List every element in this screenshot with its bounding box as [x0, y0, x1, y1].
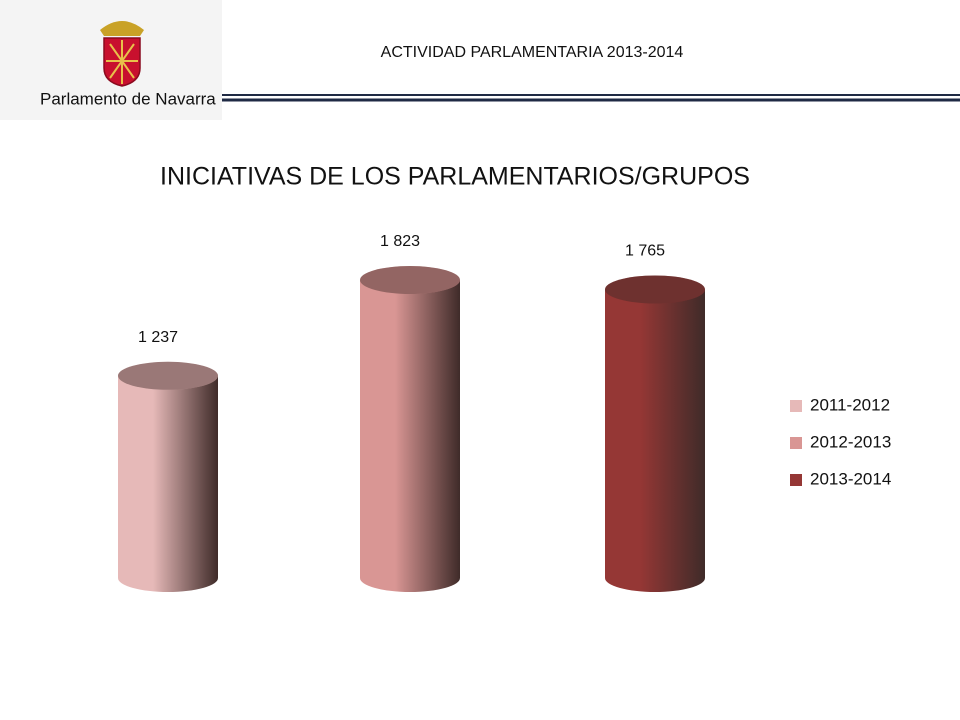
- legend-label: 2013-2014: [810, 469, 891, 488]
- slide-header: ACTIVIDAD PARLAMENTARIA 2013-2014: [381, 44, 684, 61]
- legend-label: 2011-2012: [810, 395, 890, 414]
- cylinder: [605, 275, 705, 592]
- cylinder-body: [360, 280, 460, 578]
- cylinder: [360, 266, 460, 592]
- cylinder-body: [118, 375, 218, 578]
- cylinder: [118, 361, 218, 592]
- legend-swatch: [790, 474, 802, 486]
- value-label: 1 823: [380, 233, 420, 250]
- value-label: 1 237: [138, 329, 178, 346]
- cylinder-top: [605, 275, 705, 304]
- cylinder-top-shade: [605, 275, 705, 304]
- legend-label: 2012-2013: [810, 432, 891, 451]
- value-label: 1 765: [625, 243, 665, 260]
- cylinder-top: [360, 266, 460, 294]
- legend-swatch: [790, 400, 802, 412]
- cylinder-top-shade: [360, 266, 460, 294]
- crown: [100, 21, 144, 36]
- chains: [106, 40, 138, 84]
- logo: Parlamento de Navarra: [0, 0, 222, 120]
- chart-title: INICIATIVAS DE LOS PARLAMENTARIOS/GRUPOS: [160, 163, 750, 191]
- legend-swatch: [790, 437, 802, 449]
- cylinder-top: [118, 361, 218, 390]
- cylinder-body: [605, 289, 705, 578]
- logo-text: Parlamento de Navarra: [40, 89, 216, 108]
- cylinder-top-shade: [118, 361, 218, 390]
